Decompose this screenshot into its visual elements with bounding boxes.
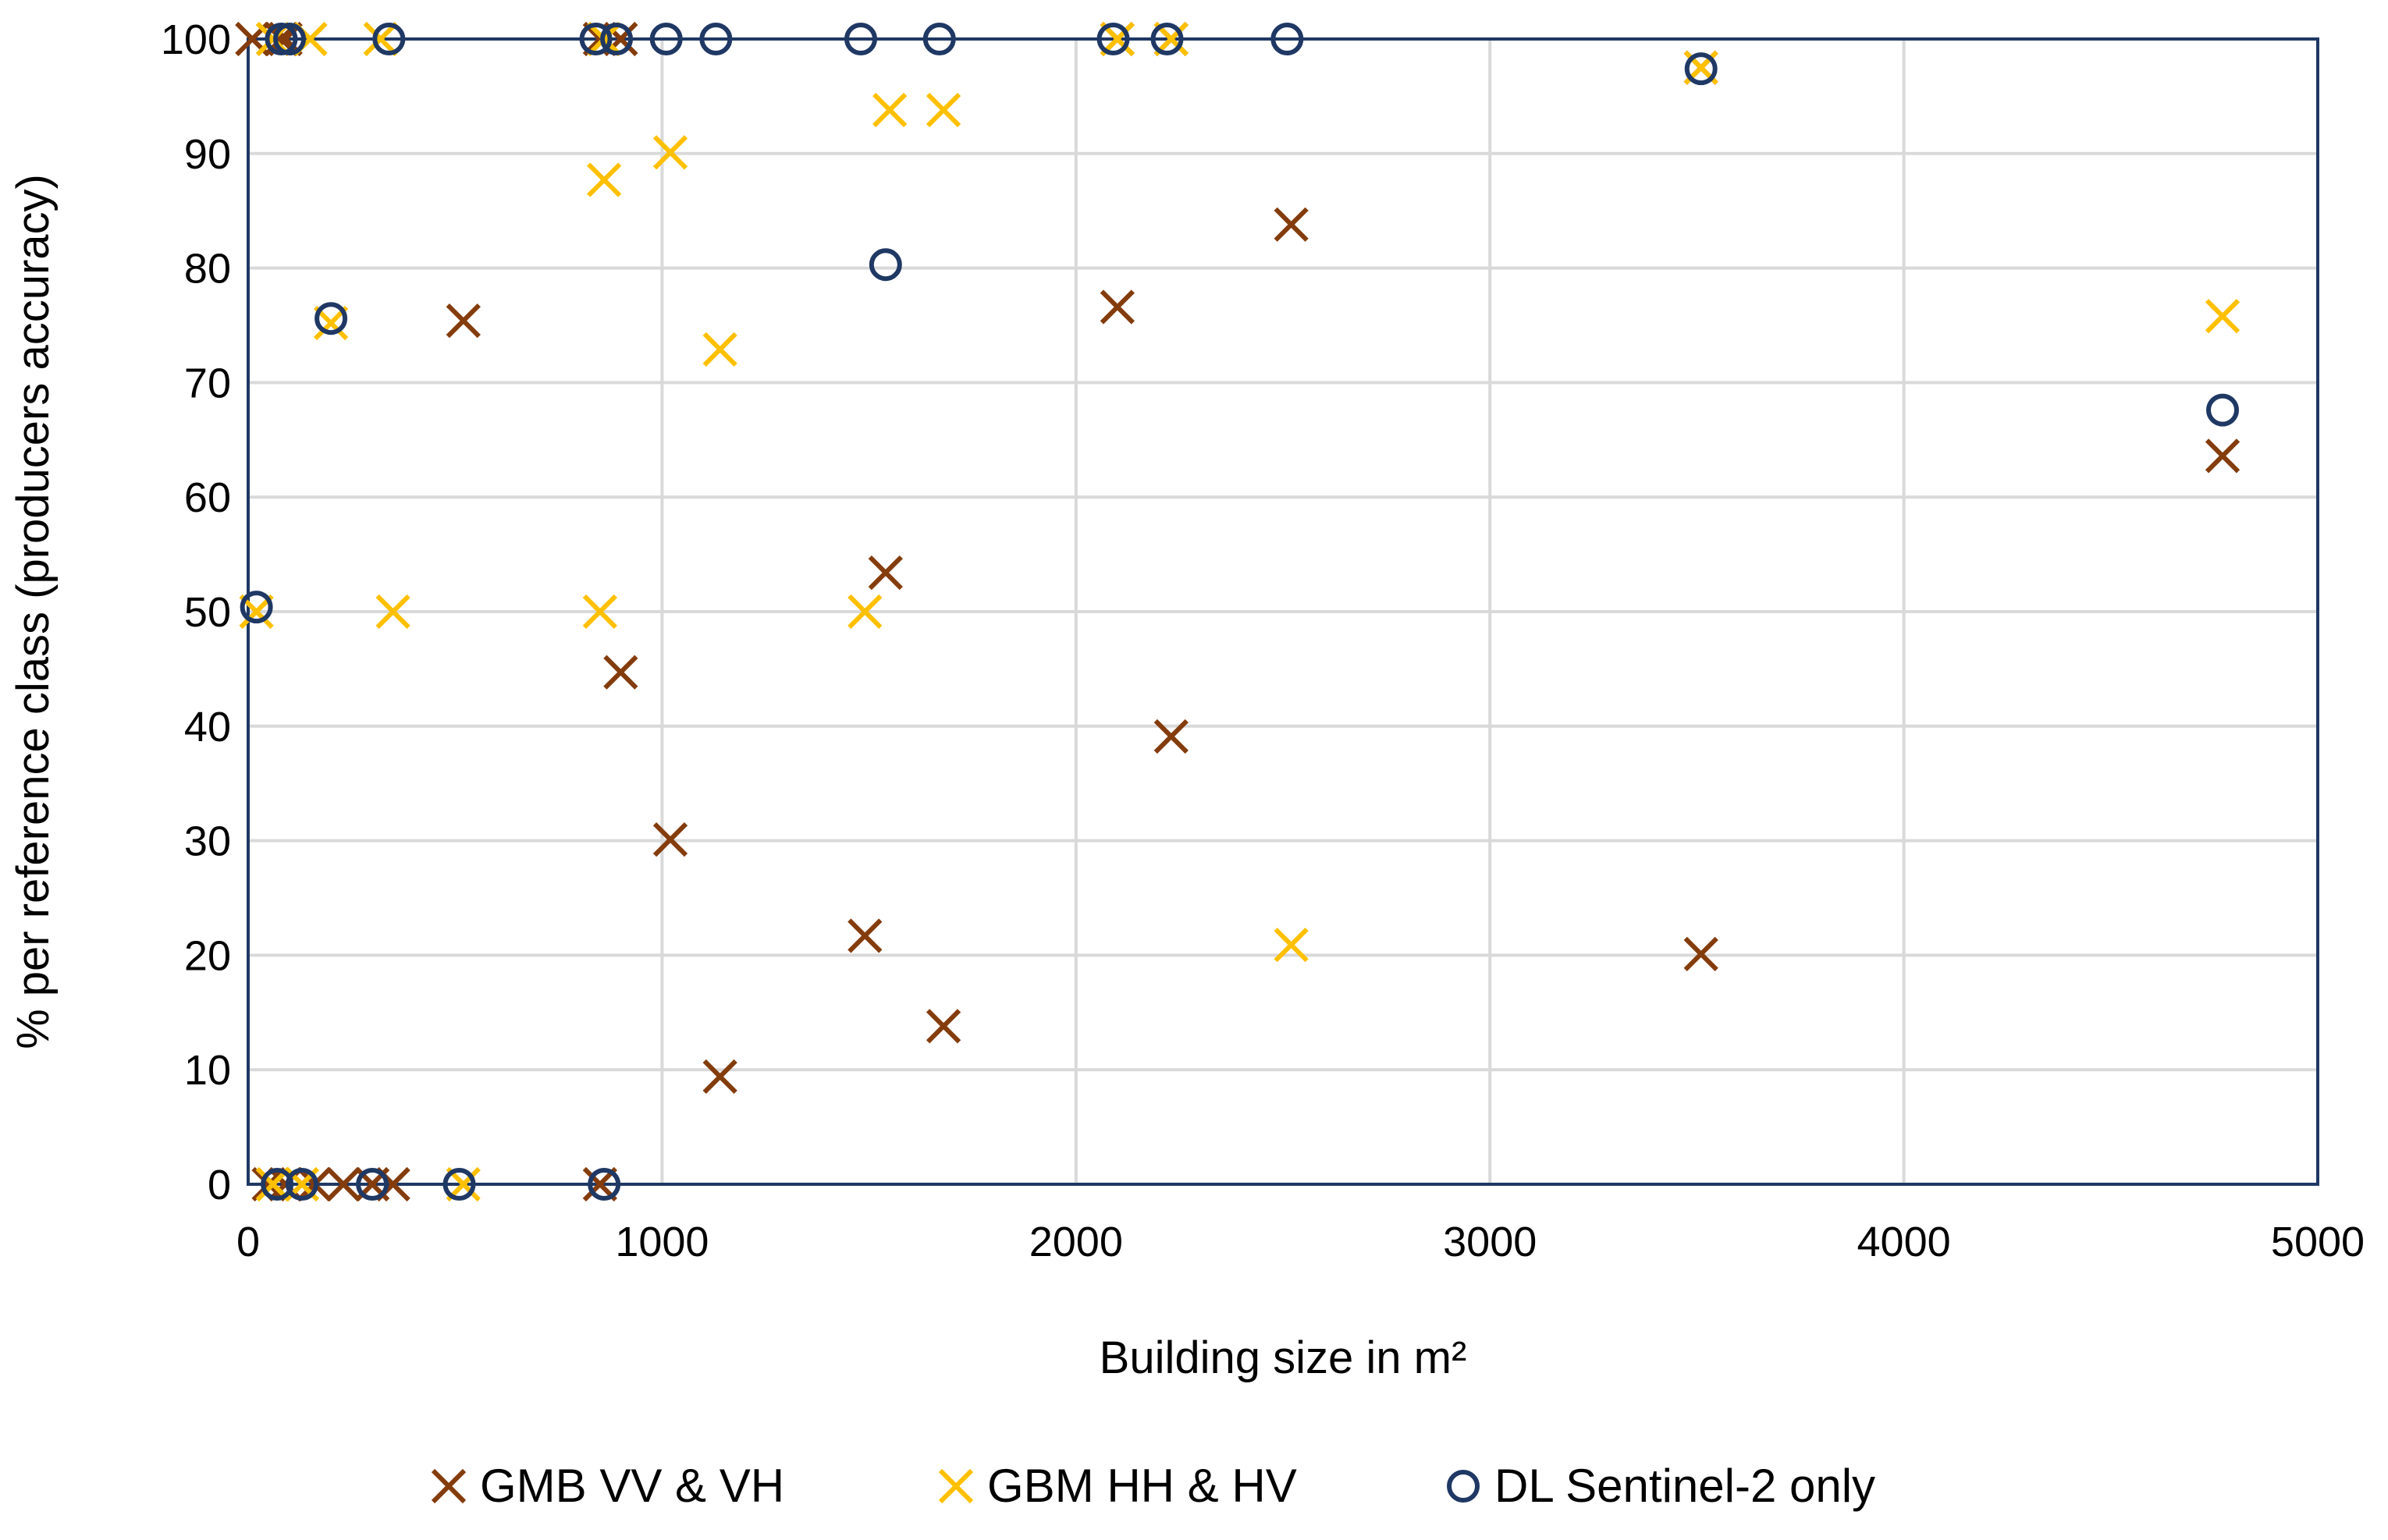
data-point (868, 555, 903, 591)
data-point (869, 248, 902, 282)
data-points (235, 21, 2241, 1202)
y-tick-label: 0 (208, 1162, 231, 1208)
y-tick-label: 10 (184, 1047, 231, 1094)
data-point (1096, 23, 1130, 55)
data-point (273, 23, 307, 55)
data-point (1683, 936, 1718, 972)
data-point (926, 92, 961, 128)
y-tick-label: 70 (184, 360, 231, 406)
data-point (649, 23, 683, 55)
data-point (922, 23, 956, 55)
data-point (1274, 928, 1309, 963)
legend-marker (431, 1468, 467, 1504)
x-tick-label: 1000 (615, 1219, 709, 1265)
data-point (1150, 23, 1184, 55)
data-point (579, 23, 613, 55)
x-axis-title: Building size in m² (1100, 1332, 1467, 1383)
data-point (848, 594, 883, 630)
legend-label: DL Sentinel-2 only (1494, 1460, 1875, 1512)
legend-marker (1447, 1470, 1480, 1503)
legend-marker (938, 1468, 974, 1504)
data-point (363, 21, 398, 57)
data-point (844, 23, 877, 55)
data-point (587, 162, 622, 197)
y-tick-label: 80 (184, 246, 231, 293)
data-point (1270, 23, 1304, 55)
plot-area-border (247, 37, 2319, 1186)
data-point (2206, 393, 2240, 427)
data-point (603, 655, 638, 690)
y-tick-label: 100 (161, 16, 231, 63)
data-point (699, 23, 733, 55)
data-point (1100, 289, 1135, 325)
data-point (702, 332, 737, 367)
data-point (1153, 719, 1189, 754)
data-point (356, 1168, 389, 1201)
data-point (588, 1168, 621, 1201)
legend: GMB VV & VH GBM HH & HV DL Sentinel-2 only (431, 1460, 1875, 1512)
series-3 (240, 23, 2240, 1201)
data-point (652, 822, 688, 857)
data-point (314, 302, 348, 335)
y-tick-label: 40 (184, 704, 231, 750)
x-tick-label: 2000 (1029, 1219, 1123, 1265)
data-point (2205, 299, 2241, 334)
data-point (446, 303, 481, 339)
data-point (285, 1168, 318, 1201)
data-point (600, 23, 634, 55)
x-tick-label: 5000 (2271, 1219, 2365, 1265)
legend-label: GBM HH & HV (987, 1460, 1297, 1512)
y-tick-label: 50 (184, 589, 231, 636)
data-point (251, 1166, 286, 1202)
data-point (442, 1168, 476, 1201)
y-tick-label: 20 (184, 932, 231, 979)
data-point (325, 1166, 361, 1202)
data-point (872, 92, 908, 128)
y-tick-label: 90 (184, 131, 231, 178)
y-tick-label: 60 (184, 474, 231, 521)
data-point (1684, 52, 1718, 86)
data-point (261, 1168, 294, 1201)
data-point (375, 594, 410, 630)
legend-label: GMB VV & VH (480, 1460, 784, 1512)
data-point (1274, 207, 1309, 242)
x-tick-label: 4000 (1857, 1219, 1951, 1265)
x-tick-label: 3000 (1443, 1219, 1537, 1265)
data-point (582, 594, 617, 630)
y-axis-title: % per reference class (producers accurac… (8, 174, 59, 1049)
data-point (240, 591, 273, 624)
x-tick-label: 0 (236, 1219, 260, 1265)
data-point (652, 135, 688, 170)
y-tick-label: 30 (184, 818, 231, 865)
data-point (372, 23, 406, 55)
data-point (848, 918, 883, 953)
data-point (702, 1059, 737, 1095)
data-point (2205, 438, 2241, 474)
data-point (926, 1009, 961, 1044)
